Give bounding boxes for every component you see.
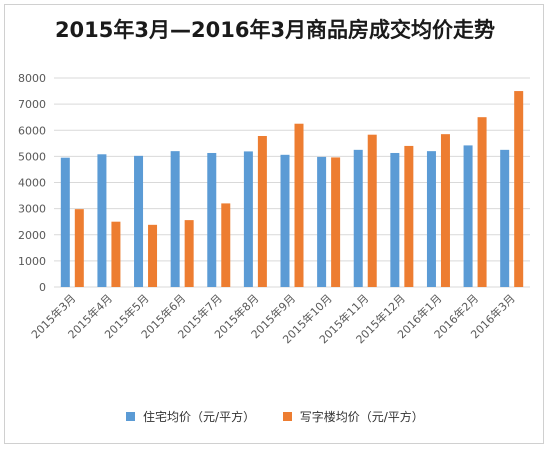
legend-label-office: 写字楼均价（元/平方） [299, 410, 424, 424]
bar-residential [426, 151, 436, 287]
legend-swatch-residential [126, 412, 136, 421]
bar-residential [60, 157, 70, 287]
bar-office [257, 135, 267, 287]
y-tick-label: 7000 [18, 98, 46, 111]
legend: 住宅均价（元/平方） 写字楼均价（元/平方） [0, 408, 550, 425]
legend-label-residential: 住宅均价（元/平方） [143, 410, 256, 424]
bar-residential [134, 155, 144, 287]
bar-office [477, 117, 487, 287]
bar-office [184, 220, 194, 287]
bar-office [74, 209, 84, 287]
bar-residential [353, 149, 363, 287]
y-axis-ticks: 0 1000 2000 3000 4000 5000 6000 7000 8000 [18, 72, 46, 294]
bar-residential [390, 152, 400, 287]
bars [60, 91, 524, 287]
bar-residential [463, 145, 473, 287]
bar-residential [500, 149, 510, 287]
y-tick-label: 5000 [18, 150, 46, 163]
bar-office [331, 157, 341, 287]
bar-residential [170, 151, 180, 287]
bar-office [404, 145, 414, 287]
bar-office [367, 134, 377, 287]
x-axis-ticks: 2015年3月2015年4月2015年5月2015年6月2015年7月2015年… [28, 291, 518, 346]
y-tick-label: 0 [39, 281, 46, 294]
bar-residential [207, 152, 217, 287]
bar-residential [280, 154, 290, 287]
legend-item-residential: 住宅均价（元/平方） [126, 408, 255, 425]
bar-office [148, 224, 158, 287]
bar-office [294, 123, 304, 287]
gridlines [54, 77, 530, 288]
chart-frame [4, 4, 544, 444]
bar-residential [97, 154, 107, 287]
bar-office [111, 221, 121, 287]
bar-office [440, 134, 450, 287]
y-tick-label: 6000 [18, 124, 46, 137]
legend-swatch-office [282, 412, 292, 421]
y-tick-label: 4000 [18, 177, 46, 190]
bar-residential [243, 151, 253, 287]
y-tick-label: 2000 [18, 229, 46, 242]
bar-office [221, 203, 231, 287]
legend-item-office: 写字楼均价（元/平方） [282, 408, 424, 425]
y-tick-label: 1000 [18, 255, 46, 268]
chart-title: 2015年3月—2016年3月商品房成交均价走势 [54, 18, 496, 42]
bar-office [514, 91, 524, 287]
bar-residential [317, 156, 327, 287]
y-tick-label: 8000 [18, 72, 46, 85]
y-tick-label: 3000 [18, 203, 46, 216]
